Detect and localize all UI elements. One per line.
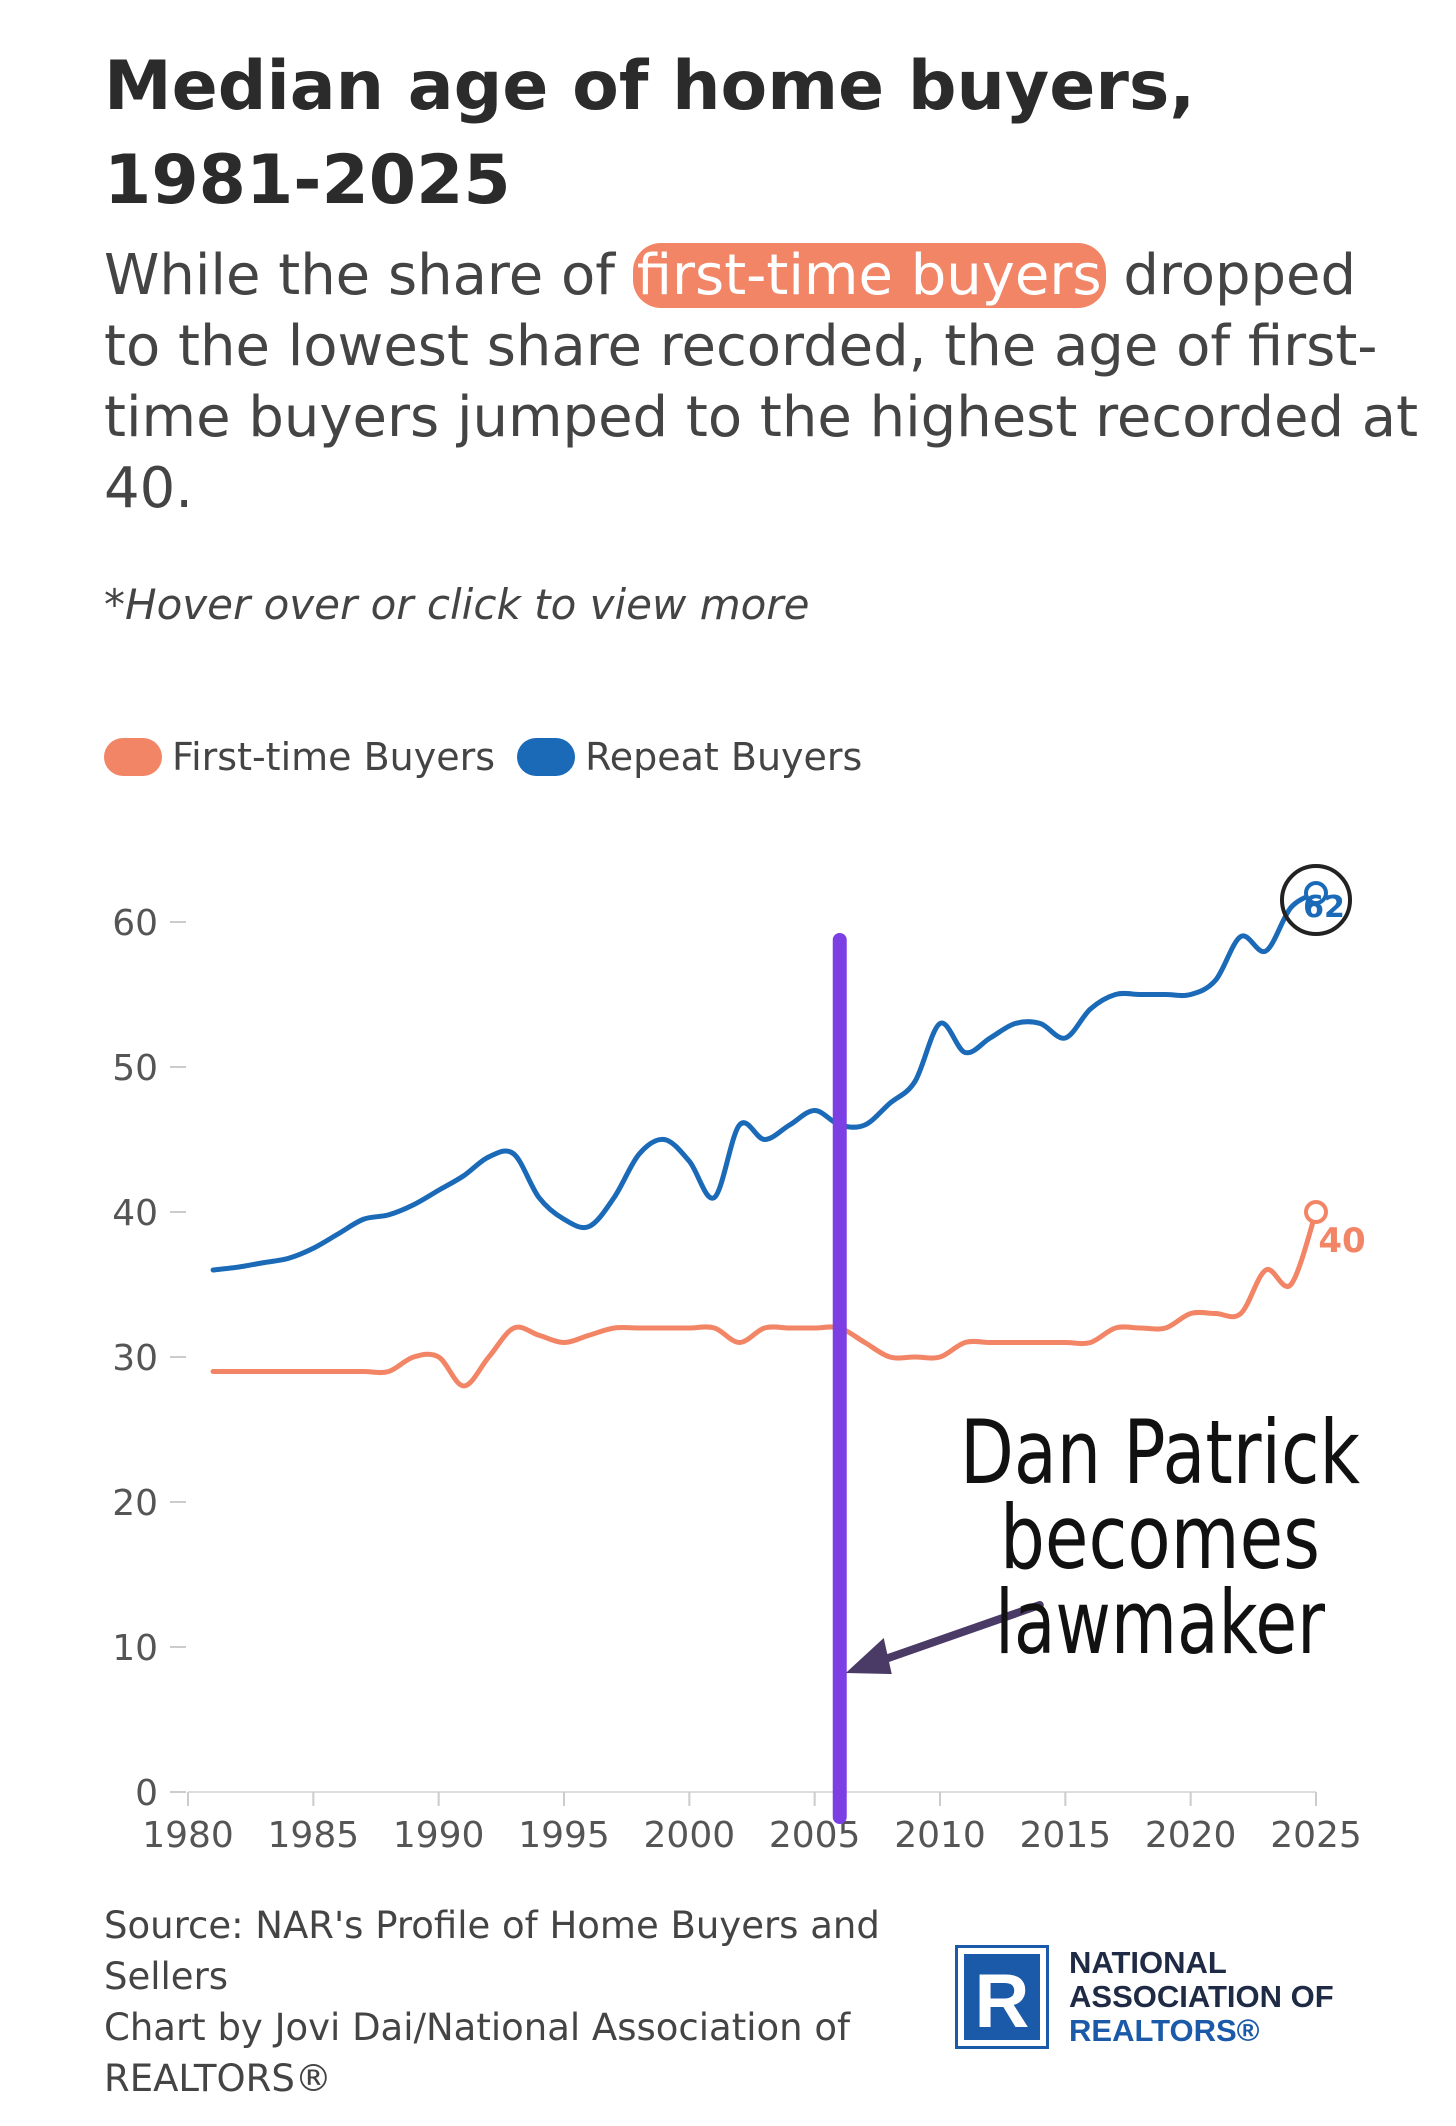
x-tick-label: 2000 (644, 1815, 736, 1856)
x-tick-label: 2015 (1020, 1815, 1112, 1856)
x-tick-label: 2025 (1270, 1815, 1362, 1856)
logo-letter: R (975, 1959, 1030, 2044)
series-line-repeat (210, 890, 1319, 1273)
annotation-arrow-head (845, 1638, 892, 1674)
y-tick-label: 60 (112, 903, 158, 944)
hover-hint: *Hover over or click to view more (104, 580, 810, 629)
y-tick-label: 10 (112, 1628, 158, 1669)
chart-subtitle: While the share of first-time buyers dro… (104, 240, 1424, 524)
chart-title: Median age of home buyers, 1981-2025 (104, 47, 1196, 220)
highlight-ring (1280, 864, 1352, 936)
annotation-text-line: becomes (1000, 1486, 1320, 1589)
realtor-r-logo-icon: R (955, 1945, 1049, 2049)
legend-item-first-time[interactable]: First-time Buyers (104, 735, 495, 779)
subtitle-after: dropped to the lowest share recorded, th… (104, 243, 1419, 521)
annotation-text-line: lawmaker (995, 1571, 1326, 1674)
y-tick-label: 30 (112, 1338, 158, 1379)
legend-label-repeat: Repeat Buyers (585, 735, 863, 779)
y-tick-label: 0 (135, 1773, 158, 1814)
logo-text: NATIONAL ASSOCIATION OF REALTORS® (1069, 1946, 1334, 2048)
nar-logo: R NATIONAL ASSOCIATION OF REALTORS® (955, 1945, 1334, 2049)
y-tick-label: 50 (112, 1048, 158, 1089)
series-end-label-first-time: 40 (1318, 1221, 1365, 1261)
y-tick-label: 20 (112, 1483, 158, 1524)
annotation-text-line: Dan Patrick (960, 1401, 1360, 1504)
legend-item-repeat[interactable]: Repeat Buyers (517, 735, 862, 779)
x-tick-label: 2010 (894, 1815, 986, 1856)
legend-label-first-time: First-time Buyers (172, 735, 496, 779)
series-end-marker (1304, 1200, 1328, 1224)
x-tick-label: 1990 (393, 1815, 485, 1856)
legend-swatch-repeat (517, 738, 576, 776)
series-end-marker (1304, 881, 1328, 905)
logo-line-2: ASSOCIATION OF (1069, 1979, 1334, 2014)
logo-line-3: REALTORS® (1069, 2013, 1260, 2048)
x-tick-label: 1995 (518, 1815, 610, 1856)
x-tick-label: 2020 (1145, 1815, 1237, 1856)
x-tick-label: 1980 (142, 1815, 234, 1856)
y-tick-label: 40 (112, 1193, 158, 1234)
series-line-first-time (210, 1209, 1319, 1389)
annotation-arrow-shaft (855, 1601, 1044, 1672)
credit-note: Chart by Jovi Dai/National Association o… (104, 2006, 851, 2100)
legend: First-time Buyers Repeat Buyers (104, 732, 884, 782)
series-end-label-repeat: 62 (1303, 890, 1345, 925)
legend-swatch-first-time (104, 738, 162, 776)
x-tick-label: 1985 (268, 1815, 360, 1856)
first-time-buyers-highlight: first-time buyers (632, 243, 1106, 308)
footer: Source: NAR's Profile of Home Buyers and… (104, 1900, 964, 2104)
logo-line-1: NATIONAL (1069, 1945, 1227, 1980)
source-note: Source: NAR's Profile of Home Buyers and… (104, 1904, 880, 1998)
subtitle-before: While the share of (104, 243, 633, 308)
